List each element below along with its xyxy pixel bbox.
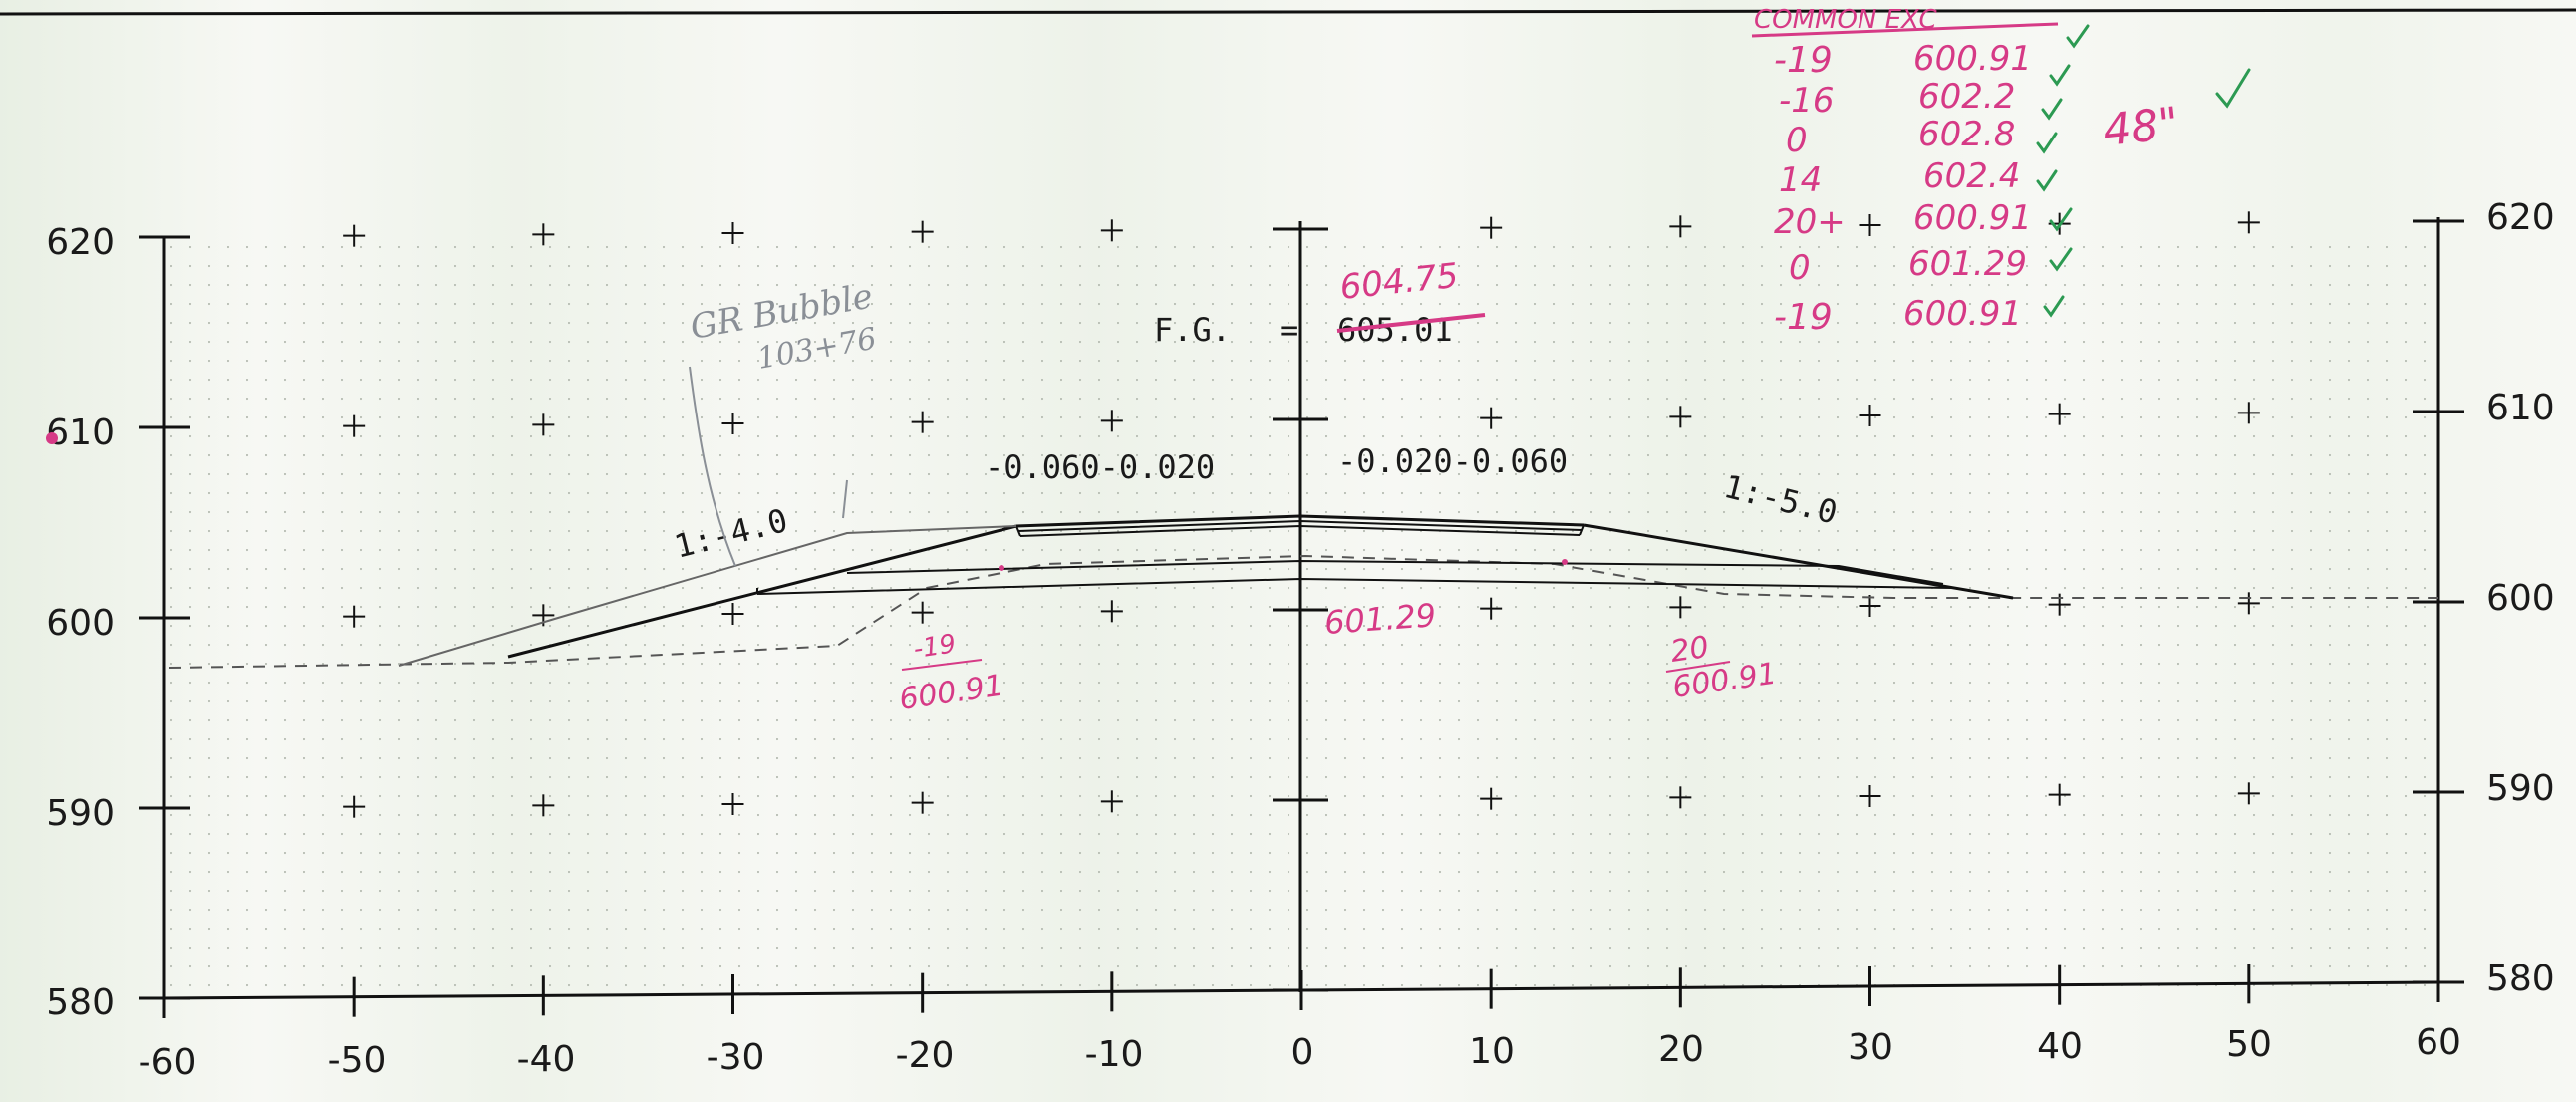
y-tick-label-left: 600 bbox=[46, 603, 115, 644]
x-tick-label: -40 bbox=[517, 1039, 576, 1080]
exc-row-elev: 601.29 bbox=[1908, 244, 2027, 284]
check-mark-icon bbox=[2043, 295, 2065, 318]
pink-dot-marker bbox=[46, 432, 58, 444]
y-tick-label-right: 580 bbox=[2486, 959, 2555, 999]
ground-ref-leader bbox=[689, 366, 736, 567]
x-tick-label: 20 bbox=[1658, 1029, 1704, 1070]
x-tick-label: -30 bbox=[707, 1037, 765, 1078]
x-tick-label: -50 bbox=[328, 1040, 387, 1081]
subgrade-line-lower bbox=[756, 577, 2014, 599]
x-tick-label: -20 bbox=[896, 1035, 955, 1076]
left-foreslope bbox=[507, 524, 1017, 659]
x-tick-label: -60 bbox=[139, 1042, 197, 1083]
x-tick-label: 40 bbox=[2037, 1026, 2083, 1067]
y-tick-labels-right: 620 610 600 590 580 bbox=[2486, 197, 2555, 999]
pipe-size-note: 48" bbox=[2101, 98, 2181, 156]
pavement-layer-1 bbox=[1017, 519, 1583, 532]
cross-slopes-right: -0.020-0.060 bbox=[1337, 442, 1568, 480]
check-mark-icon bbox=[2066, 24, 2090, 49]
y-tick-label-right: 620 bbox=[2486, 197, 2555, 238]
exc-row-offset: 20+ bbox=[1774, 202, 1846, 242]
fg-value-strike bbox=[1336, 313, 1486, 333]
x-tick-label: 60 bbox=[2416, 1022, 2461, 1063]
x-tick-label: -10 bbox=[1085, 1034, 1144, 1075]
y-tick-label-left: 590 bbox=[46, 793, 115, 834]
y-tick-label-right: 590 bbox=[2486, 768, 2555, 809]
x-tick-label: 30 bbox=[1848, 1027, 1893, 1068]
left-offset-note: -19 bbox=[912, 629, 958, 665]
x-tick-labels: -60 -50 -40 -30 -20 -10 0 10 20 30 40 50… bbox=[139, 1022, 2461, 1083]
right-offset-note: 20 bbox=[1668, 630, 1711, 670]
x-tick-label: 10 bbox=[1469, 1031, 1515, 1072]
cross-slopes-left: -0.060-0.020 bbox=[985, 448, 1215, 486]
pavement-layer-2 bbox=[1019, 524, 1581, 537]
exc-row-offset: 14 bbox=[1779, 160, 1822, 200]
check-mark-icon bbox=[2036, 169, 2058, 192]
x-tick-label: 50 bbox=[2226, 1024, 2272, 1065]
ground-ref-tick bbox=[842, 479, 848, 519]
common-exc-table: COMMON EXC -19 600.91 -16 602.2 0 602.8 … bbox=[1751, 5, 2251, 338]
right-foreslope bbox=[1583, 523, 2014, 600]
common-exc-underline bbox=[1751, 22, 2059, 38]
y-tick-label-right: 610 bbox=[2486, 388, 2555, 428]
exc-row-elev: 600.91 bbox=[1913, 39, 2032, 79]
exc-row-offset: -16 bbox=[1779, 81, 1835, 121]
exc-row-elev: 600.91 bbox=[1913, 198, 2032, 238]
y-tick-label-left: 580 bbox=[46, 982, 115, 1023]
ground-fill-line bbox=[398, 525, 1017, 667]
check-mark-icon bbox=[2049, 207, 2073, 232]
check-mark-icon bbox=[2049, 247, 2073, 272]
check-mark-icon bbox=[2041, 98, 2063, 121]
y-tick-labels-left: 620 610 600 590 580 bbox=[46, 222, 115, 1023]
check-mark-icon bbox=[2049, 64, 2071, 87]
fg-equals: = bbox=[1280, 311, 1298, 349]
exc-row-offset: -19 bbox=[1774, 297, 1833, 338]
finished-grade-top bbox=[1015, 514, 1585, 528]
right-fraction-bar bbox=[1665, 661, 1731, 673]
check-mark-icon bbox=[2215, 68, 2251, 109]
pink-dot-marker bbox=[1562, 559, 1568, 565]
exc-row-elev: 602.8 bbox=[1918, 115, 2015, 154]
pink-dot-marker bbox=[999, 565, 1004, 571]
existing-ground-line bbox=[168, 554, 2438, 669]
exc-row-offset: 0 bbox=[1786, 121, 1808, 160]
left-fraction-bar bbox=[901, 659, 983, 671]
pavement-edge-right bbox=[1579, 524, 1585, 536]
exc-row-offset: -19 bbox=[1774, 40, 1833, 81]
pavement-edge-left bbox=[1015, 525, 1021, 537]
exc-row-elev: 602.2 bbox=[1918, 77, 2015, 117]
subgrade-line-upper bbox=[846, 559, 1944, 585]
y-tick-label-left: 610 bbox=[46, 413, 115, 453]
exc-row-elev: 600.91 bbox=[1903, 294, 2022, 334]
proposed-section bbox=[398, 514, 2014, 667]
y-tick-label-right: 600 bbox=[2486, 578, 2555, 619]
fg-label: F.G. bbox=[1154, 311, 1231, 349]
center-elev-note: 601.29 bbox=[1323, 596, 1437, 642]
exc-row-elev: 602.4 bbox=[1923, 156, 2020, 196]
x-tick-label: 0 bbox=[1291, 1032, 1314, 1073]
exc-row-offset: 0 bbox=[1789, 248, 1811, 288]
sheet-top-border bbox=[0, 8, 2576, 16]
y-tick-label-left: 620 bbox=[46, 222, 115, 263]
check-mark-icon bbox=[2036, 132, 2058, 154]
axis-ticks bbox=[139, 219, 2464, 1018]
